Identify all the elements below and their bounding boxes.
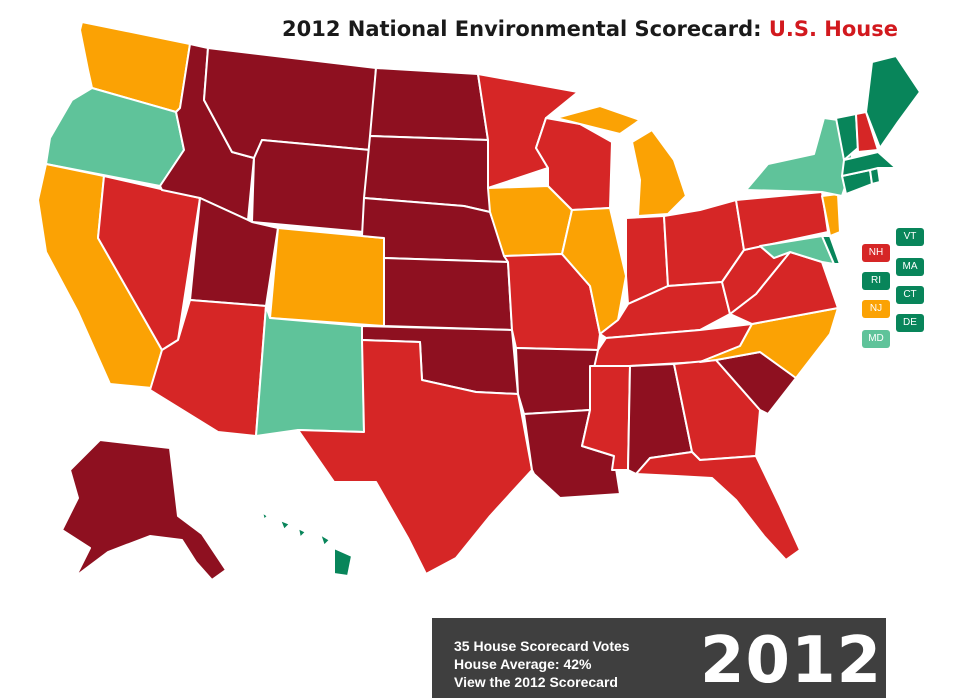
state-NY — [745, 117, 853, 197]
state-CO — [269, 227, 385, 327]
badge-CT: CT — [896, 286, 924, 304]
badge-VT: VT — [896, 228, 924, 246]
state-NM — [255, 305, 365, 437]
state-TX — [297, 339, 533, 575]
state-AR — [515, 347, 599, 415]
badge-RI: RI — [862, 272, 890, 290]
badge-MA: MA — [896, 258, 924, 276]
view-scorecard-link[interactable]: View the 2012 Scorecard — [454, 674, 618, 690]
state-PA — [735, 191, 829, 251]
scorecard-panel[interactable]: 35 House Scorecard Votes House Average: … — [432, 618, 886, 698]
state-ME — [865, 55, 921, 149]
map-title: 2012 National Environmental Scorecard: U… — [282, 17, 898, 41]
state-MT — [203, 47, 377, 159]
state-DE — [821, 235, 841, 265]
house-votes-text: 35 House Scorecard Votes — [454, 638, 630, 654]
state-HI — [261, 511, 353, 577]
state-FL — [635, 451, 801, 561]
badge-DE: DE — [896, 314, 924, 332]
map-title-main: 2012 National Environmental Scorecard: — [282, 17, 762, 41]
state-NH — [855, 111, 879, 153]
state-WY — [251, 139, 371, 233]
scorecard-year: 2012 — [700, 624, 883, 698]
badge-NH: NH — [862, 244, 890, 262]
state-NC — [699, 307, 839, 379]
state-MI — [555, 105, 687, 217]
state-MA — [841, 151, 897, 177]
house-average-text: House Average: 42% — [454, 656, 592, 672]
state-ND — [369, 67, 489, 141]
state-AK — [61, 439, 227, 581]
badge-NJ: NJ — [862, 300, 890, 318]
badge-MD: MD — [862, 330, 890, 348]
state-KS — [383, 257, 513, 331]
map-title-accent: U.S. House — [768, 17, 898, 41]
